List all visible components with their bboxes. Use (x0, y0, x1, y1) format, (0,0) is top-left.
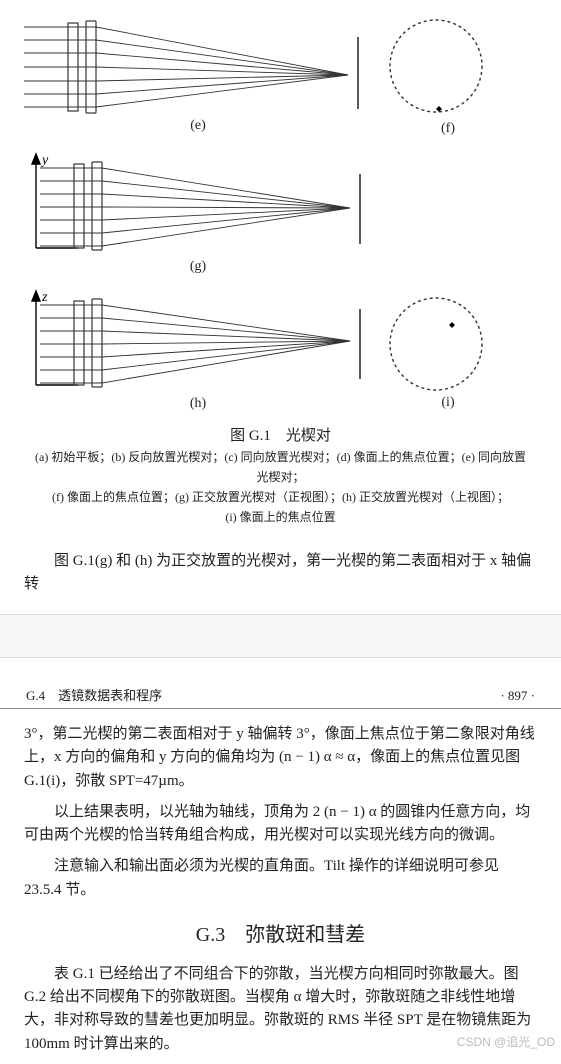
figure-g1: (e) (f) y (0, 0, 561, 536)
para-2a: 3°，第二光楔的第二表面相对于 y 轴偏转 3°，像面上焦点位于第二象限对角线上… (0, 723, 561, 793)
ray-diagram-e: (e) (18, 17, 378, 143)
sublabel-e: (e) (18, 115, 378, 137)
sublabel-f: (f) (378, 118, 518, 140)
para-1: 图 G.1(g) 和 (h) 为正交放置的光楔对，第一光楔的第二表面相对于 x … (0, 550, 561, 597)
ray-svg-h: z (18, 287, 378, 395)
section-title: G.3 弥散斑和彗差 (0, 920, 561, 951)
spot-f: (f) (378, 14, 518, 146)
spot-i: (i) (378, 288, 518, 420)
axis-z-label: z (41, 290, 48, 305)
figure-caption: 图 G.1 光楔对 (18, 425, 543, 448)
spot-i-svg (378, 288, 498, 394)
running-header: G.4 透镜数据表和程序 · 897 · (0, 686, 561, 709)
para-2c: 注意输入和输出面必须为光楔的直角面。Tilt 操作的详细说明可参见 23.5.4… (0, 855, 561, 902)
fig-row-hi: z (18, 287, 543, 421)
ray-svg-e (18, 17, 378, 117)
sublabel-h: (h) (18, 393, 378, 415)
spot-f-svg (378, 14, 498, 120)
ray-svg-g: y (18, 150, 378, 258)
ray-diagram-h: z (18, 287, 378, 421)
axis-y-label: y (40, 153, 49, 168)
fig-row-g: y (18, 150, 543, 284)
fig-note-line-a: (a) 初始平板；(b) 反向放置光楔对；(c) 同向放置光楔对；(d) 像面上… (30, 448, 531, 488)
header-right: · 897 · (500, 686, 535, 706)
watermark: CSDN @追光_OD (457, 1033, 555, 1052)
para-2b: 以上结果表明，以光轴为轴线，顶角为 2 (n − 1) α 的圆锥内任意方向，均… (0, 801, 561, 848)
page: (e) (f) y (0, 0, 561, 1056)
sublabel-i: (i) (378, 392, 518, 414)
header-left: G.4 透镜数据表和程序 (26, 686, 162, 706)
page-break (0, 614, 561, 658)
figure-notes: (a) 初始平板；(b) 反向放置光楔对；(c) 同向放置光楔对；(d) 像面上… (18, 448, 543, 527)
fig-note-line-c: (i) 像面上的焦点位置 (30, 508, 531, 528)
fig-note-line-b: (f) 像面上的焦点位置；(g) 正交放置光楔对（正视图）；(h) 正交放置光楔… (30, 488, 531, 508)
sublabel-g: (g) (18, 256, 378, 278)
ray-diagram-g: y (18, 150, 378, 284)
fig-row-ef: (e) (f) (18, 14, 543, 146)
